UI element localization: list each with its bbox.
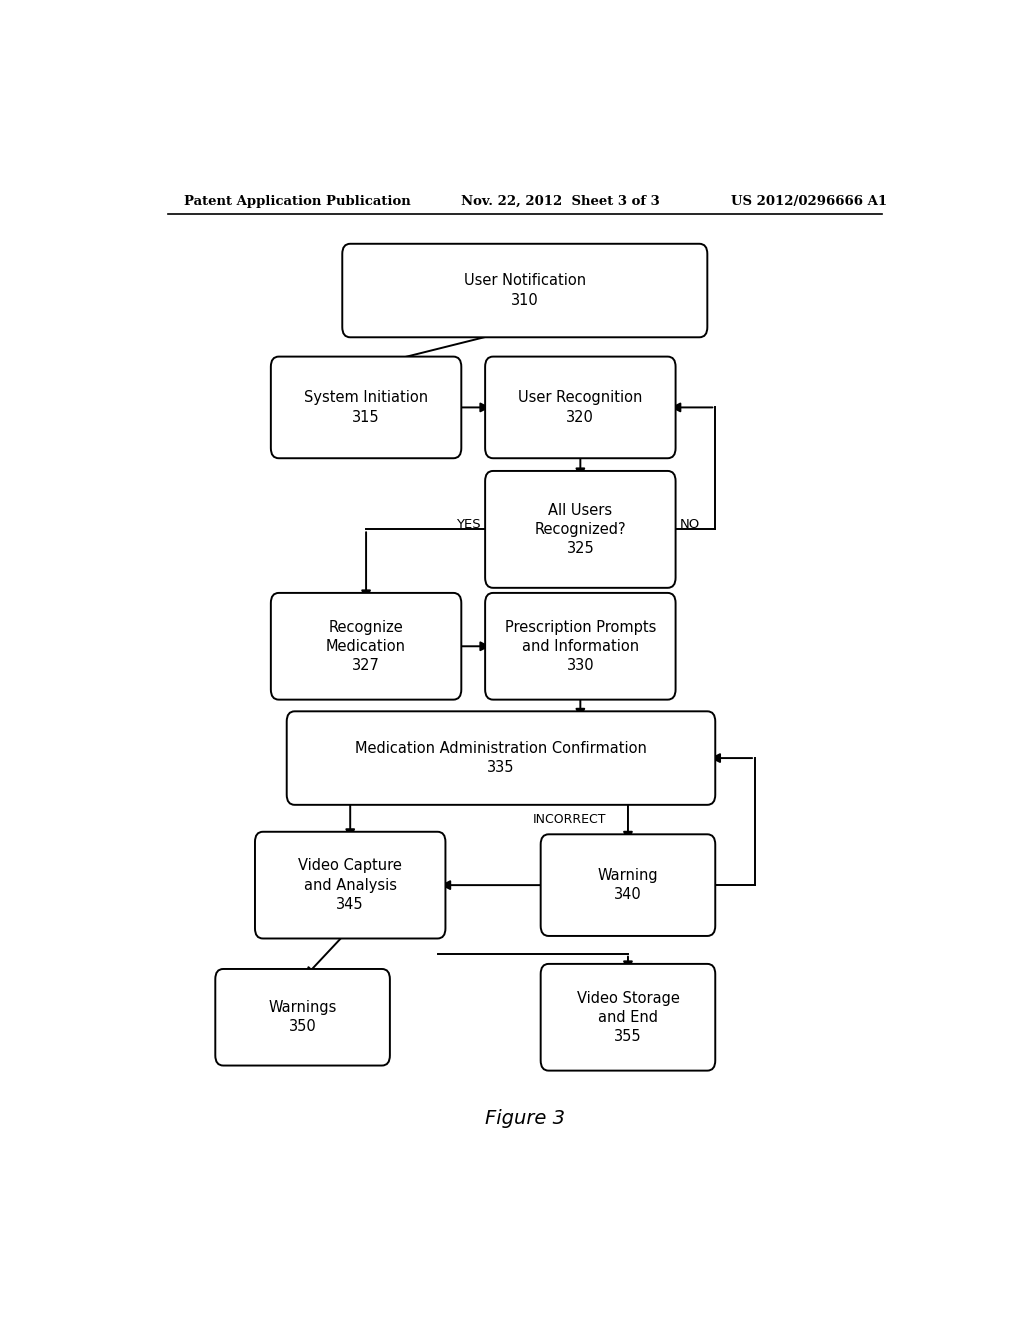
Text: Prescription Prompts
and Information
330: Prescription Prompts and Information 330 (505, 619, 656, 673)
Text: Patent Application Publication: Patent Application Publication (183, 194, 411, 207)
Text: User Recognition
320: User Recognition 320 (518, 391, 642, 425)
Text: User Notification
310: User Notification 310 (464, 273, 586, 308)
Text: Warnings
350: Warnings 350 (268, 1001, 337, 1035)
Text: YES: YES (457, 517, 481, 531)
FancyBboxPatch shape (485, 593, 676, 700)
Text: Video Capture
and Analysis
345: Video Capture and Analysis 345 (298, 858, 402, 912)
FancyBboxPatch shape (541, 964, 715, 1071)
FancyBboxPatch shape (342, 244, 708, 338)
FancyBboxPatch shape (270, 356, 461, 458)
FancyBboxPatch shape (255, 832, 445, 939)
FancyBboxPatch shape (215, 969, 390, 1065)
Text: Medication Administration Confirmation
335: Medication Administration Confirmation 3… (355, 741, 647, 775)
Text: Figure 3: Figure 3 (484, 1109, 565, 1129)
Text: All Users
Recognized?
325: All Users Recognized? 325 (535, 503, 626, 556)
FancyBboxPatch shape (287, 711, 715, 805)
Text: Recognize
Medication
327: Recognize Medication 327 (326, 619, 407, 673)
Text: Nov. 22, 2012  Sheet 3 of 3: Nov. 22, 2012 Sheet 3 of 3 (461, 194, 660, 207)
Text: INCORRECT: INCORRECT (532, 813, 606, 826)
Text: System Initiation
315: System Initiation 315 (304, 391, 428, 425)
FancyBboxPatch shape (541, 834, 715, 936)
Text: Video Storage
and End
355: Video Storage and End 355 (577, 990, 679, 1044)
FancyBboxPatch shape (270, 593, 461, 700)
Text: US 2012/0296666 A1: US 2012/0296666 A1 (731, 194, 887, 207)
FancyBboxPatch shape (485, 356, 676, 458)
Text: NO: NO (680, 517, 699, 531)
FancyBboxPatch shape (485, 471, 676, 587)
Text: Warning
340: Warning 340 (598, 869, 658, 903)
